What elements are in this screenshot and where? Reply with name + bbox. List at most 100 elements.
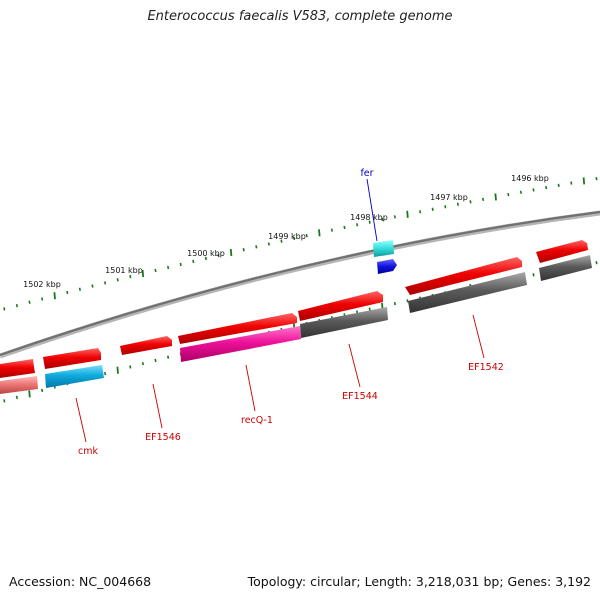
scale-label: 1498 kbp (350, 213, 388, 222)
feature-grey-ef1544[interactable] (300, 307, 388, 338)
gene-ef1546[interactable] (120, 336, 172, 355)
gene-left-edge[interactable] (0, 359, 35, 378)
minor-tick (532, 188, 535, 192)
accession-text: Accession: NC_004668 (9, 574, 152, 589)
minor-tick (280, 239, 283, 243)
major-tick (229, 249, 233, 257)
minor-tick (41, 297, 44, 301)
minor-tick (141, 361, 144, 366)
feature-cyan-cmk[interactable] (45, 365, 104, 388)
minor-tick (179, 262, 182, 267)
minor-tick (368, 307, 371, 311)
feature-grey-right[interactable] (539, 255, 592, 281)
map-title: Enterococcus faecalis V583, complete gen… (147, 9, 453, 24)
major-tick (141, 269, 145, 278)
minor-tick (167, 265, 170, 270)
minor-tick (356, 223, 359, 227)
minor-tick (129, 274, 132, 279)
gene-fer-feature[interactable] (373, 240, 394, 257)
minor-tick (242, 248, 245, 252)
ef1544-leader-line (348, 343, 361, 388)
minor-tick (519, 190, 522, 194)
major-tick (494, 193, 497, 201)
minor-tick (15, 303, 18, 308)
minor-tick (406, 299, 409, 303)
minor-tick (41, 388, 44, 393)
feature-pink-left[interactable] (0, 376, 38, 394)
minor-tick (91, 284, 94, 288)
minor-tick (444, 205, 447, 209)
scale-label: 1501 kbp (105, 266, 143, 275)
minor-tick (204, 256, 207, 261)
minor-tick (28, 300, 31, 304)
major-tick (406, 210, 409, 218)
minor-tick (507, 192, 510, 197)
minor-tick (456, 202, 459, 206)
major-tick (53, 292, 56, 300)
minor-tick (192, 259, 195, 264)
minor-tick (482, 197, 485, 202)
major-tick (28, 390, 31, 398)
gene-recq-1[interactable] (178, 313, 297, 344)
scale-label: 1499 kbp (268, 232, 306, 241)
major-tick (582, 177, 586, 185)
minor-tick (104, 371, 107, 376)
minor-tick (3, 399, 6, 403)
feature-grey-ef1542[interactable] (408, 272, 527, 313)
minor-tick (545, 185, 548, 190)
minor-tick (3, 307, 6, 311)
minor-tick (154, 268, 157, 273)
scale-label: 1496 kbp (511, 174, 549, 183)
minor-tick (255, 245, 258, 249)
ef1542-leader-line (472, 314, 485, 359)
minor-tick (66, 290, 69, 295)
genome-summary-text: Topology: circular; Length: 3,218,031 bp… (247, 574, 591, 589)
major-tick (318, 229, 321, 237)
minor-tick (393, 301, 396, 306)
gene-label-recq-1[interactable]: recQ-1 (241, 415, 273, 426)
minor-tick (267, 242, 270, 246)
scale-label: 1500 kbp (187, 249, 225, 258)
minor-tick (330, 228, 333, 232)
minor-tick (305, 233, 308, 238)
gene-fer-arrow[interactable] (377, 259, 397, 274)
fer-leader-line (366, 178, 378, 242)
gene-label-fer[interactable]: fer (360, 168, 373, 179)
ef1546-leader-line (152, 383, 163, 429)
minor-tick (570, 181, 573, 185)
minor-tick (129, 365, 132, 369)
gene-ef1542-right[interactable] (536, 240, 588, 263)
recq-1-leader-line (245, 364, 256, 412)
minor-tick (15, 395, 18, 400)
gene-label-ef1546[interactable]: EF1546 (145, 432, 181, 443)
minor-tick (557, 183, 560, 188)
minor-tick (595, 177, 598, 181)
gene-ef1542[interactable] (405, 257, 522, 295)
minor-tick (532, 273, 535, 277)
annotation-track (0, 255, 592, 394)
minor-tick (293, 236, 296, 241)
gene-label-ef1542[interactable]: EF1542 (468, 362, 504, 373)
cmk-leader-line (75, 397, 87, 443)
forward-gene-track (0, 240, 588, 378)
minor-tick (154, 358, 157, 363)
minor-tick (469, 200, 472, 204)
minor-tick (419, 210, 422, 214)
minor-tick (595, 261, 598, 265)
gene-label-ef1544[interactable]: EF1544 (342, 391, 378, 402)
minor-tick (381, 217, 384, 222)
minor-tick (104, 281, 107, 285)
gene-cmk[interactable] (43, 348, 101, 369)
gene-label-cmk[interactable]: cmk (78, 446, 98, 457)
feature-magenta-recq-1[interactable] (180, 326, 301, 362)
minor-tick (217, 253, 220, 258)
scale-label: 1497 kbp (430, 193, 468, 202)
gene-ef1544[interactable] (298, 291, 383, 321)
minor-tick (431, 207, 434, 211)
scale-label: 1502 kbp (23, 280, 61, 289)
minor-tick (393, 215, 396, 219)
outer-scale-ticks (3, 177, 598, 311)
minor-tick (116, 278, 119, 282)
major-tick (116, 366, 119, 374)
